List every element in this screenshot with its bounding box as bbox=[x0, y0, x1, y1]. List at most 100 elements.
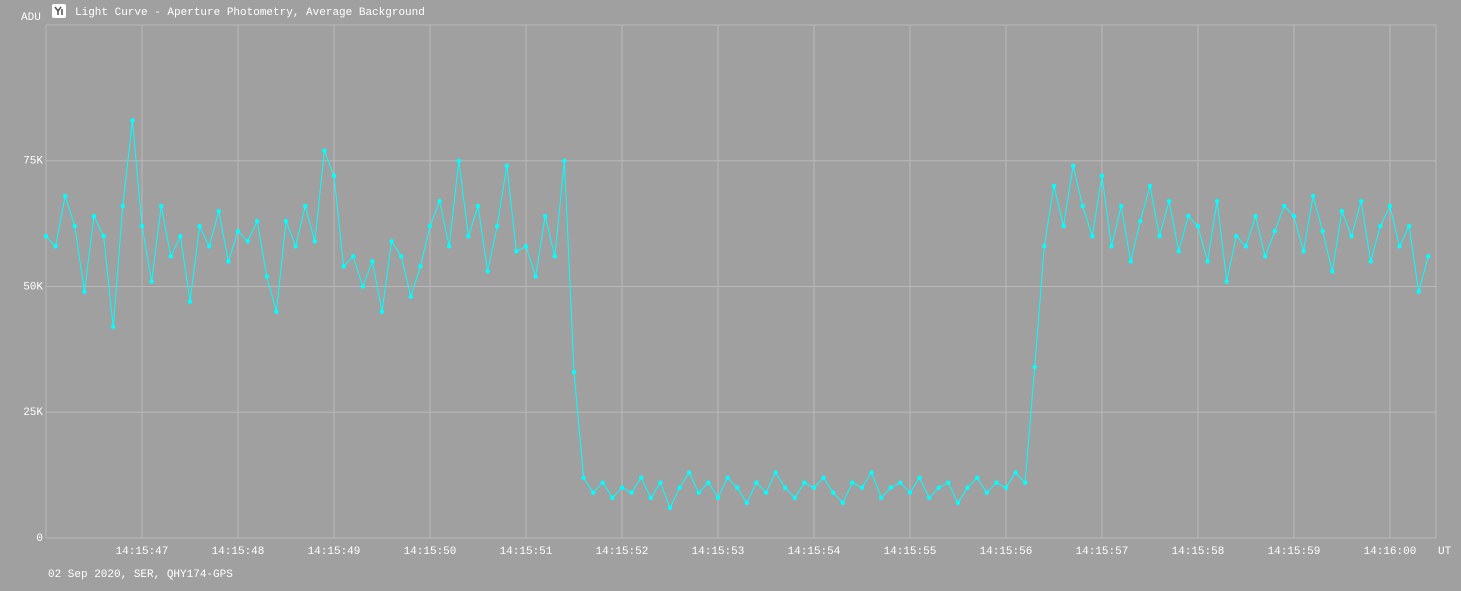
data-point bbox=[1387, 203, 1393, 209]
x-tick-label: 14:15:50 bbox=[404, 546, 457, 558]
data-point bbox=[504, 163, 509, 169]
data-point bbox=[1224, 279, 1229, 284]
data-point bbox=[1176, 249, 1181, 254]
data-point bbox=[1013, 470, 1018, 475]
data-point bbox=[782, 485, 788, 490]
data-point bbox=[1128, 259, 1133, 264]
data-point bbox=[658, 480, 663, 485]
data-point bbox=[590, 490, 596, 495]
data-point bbox=[360, 284, 365, 289]
data-point bbox=[466, 234, 471, 239]
data-point bbox=[370, 259, 375, 264]
x-tick-label: 14:15:56 bbox=[980, 546, 1033, 558]
y-tick-label: 0 bbox=[36, 533, 43, 545]
data-point bbox=[792, 495, 797, 500]
data-point bbox=[1080, 203, 1085, 209]
data-point bbox=[907, 490, 913, 495]
data-point bbox=[1339, 208, 1345, 214]
data-point bbox=[341, 264, 346, 269]
y-tick-label: 75K bbox=[23, 156, 43, 168]
data-point bbox=[398, 254, 404, 259]
data-point bbox=[1166, 198, 1172, 204]
data-point bbox=[802, 480, 807, 485]
data-point bbox=[1282, 203, 1287, 209]
data-point bbox=[350, 254, 356, 259]
data-point bbox=[43, 234, 49, 239]
data-point bbox=[62, 193, 68, 199]
data-point bbox=[1138, 218, 1143, 224]
data-point bbox=[850, 480, 855, 485]
data-point bbox=[667, 505, 673, 511]
data-point bbox=[1042, 244, 1047, 249]
footer: 02 Sep 2020, SER, QHY174-GPS bbox=[48, 569, 233, 581]
data-point bbox=[542, 213, 548, 219]
data-point bbox=[197, 223, 202, 229]
data-point bbox=[840, 500, 845, 505]
data-point bbox=[562, 158, 567, 163]
data-point bbox=[1099, 173, 1105, 179]
data-point bbox=[571, 369, 577, 375]
data-point bbox=[1032, 364, 1037, 370]
data-point bbox=[725, 475, 730, 480]
data-point bbox=[274, 309, 279, 314]
data-point bbox=[1397, 244, 1402, 249]
data-point bbox=[322, 148, 327, 153]
data-point bbox=[53, 244, 58, 249]
data-point bbox=[648, 495, 653, 500]
data-point bbox=[610, 495, 615, 500]
data-point bbox=[1320, 229, 1325, 234]
data-point bbox=[178, 234, 183, 239]
x-tick-label: 14:15:52 bbox=[596, 546, 649, 558]
y-tick-label: 25K bbox=[23, 407, 43, 419]
data-point bbox=[494, 223, 500, 229]
data-point bbox=[1118, 203, 1124, 209]
data-point bbox=[744, 500, 749, 505]
data-point bbox=[1234, 234, 1239, 239]
data-point bbox=[312, 239, 317, 244]
data-point bbox=[72, 223, 77, 229]
data-point bbox=[1291, 213, 1297, 219]
data-point bbox=[1310, 193, 1316, 199]
data-point bbox=[1109, 244, 1114, 249]
y-tick-label: 50K bbox=[23, 281, 43, 293]
data-point bbox=[514, 249, 519, 254]
data-point bbox=[1349, 234, 1354, 239]
data-point bbox=[245, 239, 250, 244]
x-tick-label: 14:15:55 bbox=[884, 546, 937, 558]
x-tick-label: 14:15:53 bbox=[692, 546, 745, 558]
data-point bbox=[898, 480, 903, 485]
x-axis-unit: UT bbox=[1438, 546, 1452, 558]
data-point bbox=[437, 198, 442, 204]
data-point bbox=[1330, 269, 1335, 274]
data-point bbox=[1195, 223, 1201, 229]
data-point bbox=[619, 485, 625, 490]
data-point bbox=[859, 485, 865, 490]
data-point bbox=[1426, 254, 1431, 259]
data-point bbox=[763, 490, 769, 495]
data-point bbox=[773, 470, 778, 475]
data-point bbox=[1378, 223, 1383, 229]
data-point bbox=[1214, 198, 1220, 204]
data-point bbox=[677, 485, 682, 490]
data-point bbox=[149, 279, 154, 284]
data-point bbox=[302, 203, 308, 209]
data-point bbox=[696, 490, 701, 495]
data-point bbox=[1051, 183, 1057, 189]
data-point bbox=[523, 244, 529, 249]
data-point bbox=[331, 173, 337, 179]
x-tick-label: 14:15:54 bbox=[788, 546, 841, 558]
data-point bbox=[926, 495, 932, 500]
data-point bbox=[1406, 223, 1412, 229]
data-point bbox=[379, 309, 385, 314]
x-tick-label: 14:15:47 bbox=[116, 546, 169, 558]
data-point bbox=[946, 480, 951, 485]
data-point bbox=[206, 244, 212, 249]
data-point bbox=[1003, 485, 1009, 490]
data-point bbox=[1022, 480, 1028, 485]
data-point bbox=[1272, 229, 1277, 234]
data-point bbox=[754, 480, 759, 485]
x-tick-label: 14:15:57 bbox=[1076, 546, 1129, 558]
x-tick-label: 14:15:48 bbox=[212, 546, 265, 558]
